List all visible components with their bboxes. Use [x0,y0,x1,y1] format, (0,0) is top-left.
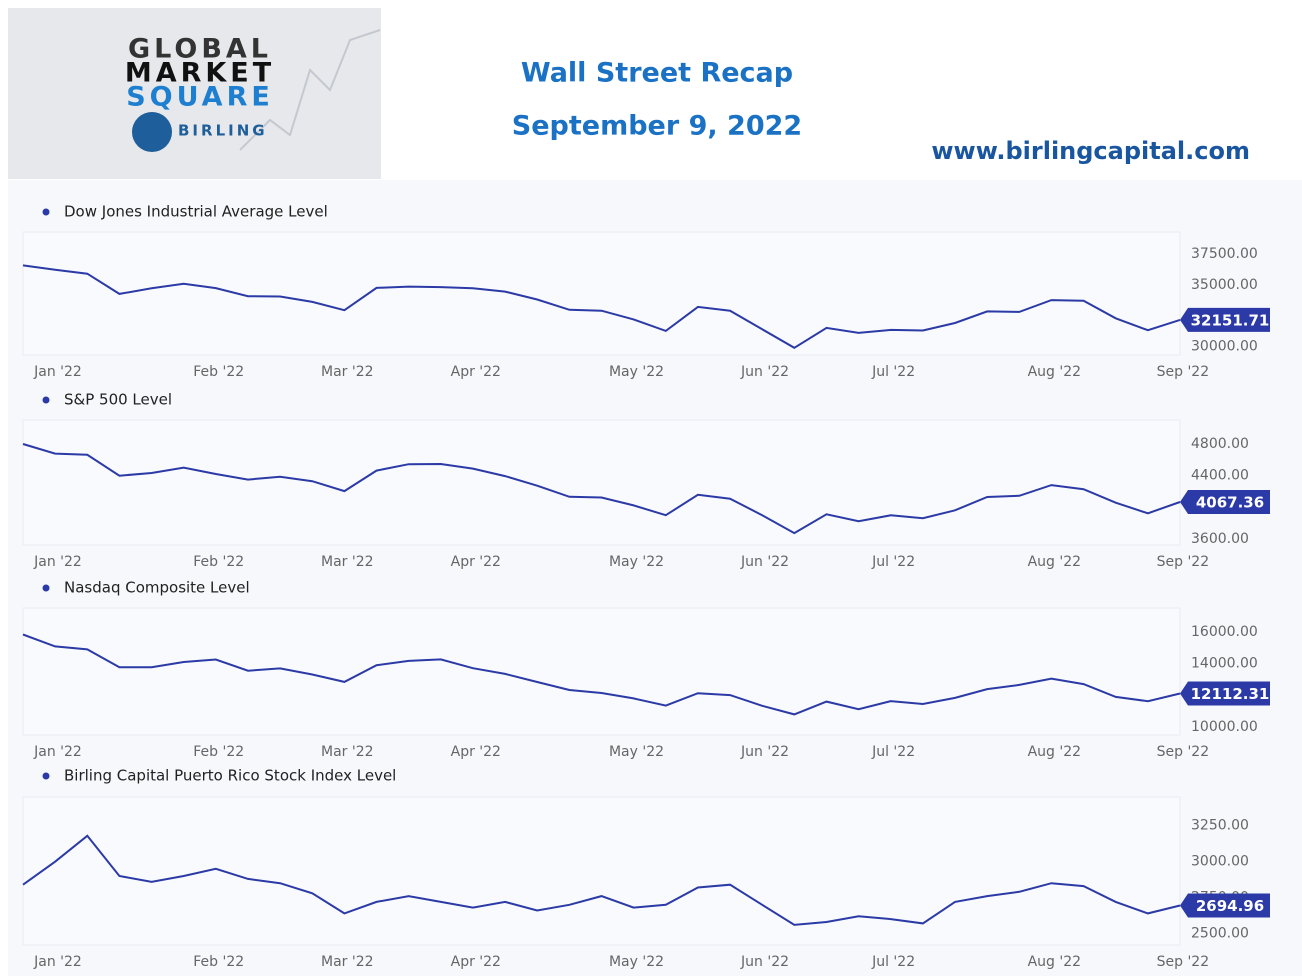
plot-area [23,608,1180,735]
y-tick-label: 4400.00 [1191,468,1249,484]
legend-marker [43,773,50,780]
x-tick-label: May '22 [609,364,664,380]
y-tick-label: 2500.00 [1191,926,1249,942]
x-tick-label: Jan '22 [33,954,82,970]
logo-line: SQUARE [126,82,274,113]
value-label: 12112.31 [1191,685,1270,703]
y-tick-label: 14000.00 [1191,656,1258,672]
x-tick-label: Jul '22 [871,554,915,570]
x-tick-label: Mar '22 [321,364,374,380]
x-tick-label: Feb '22 [193,744,244,760]
x-tick-label: Apr '22 [451,744,501,760]
x-tick-label: Sep '22 [1157,954,1210,970]
value-label: 32151.71 [1191,311,1270,329]
x-tick-label: Jun '22 [740,744,789,760]
plot-area [23,797,1180,945]
x-tick-label: Sep '22 [1157,554,1210,570]
logo-brand: BIRLING [178,122,268,140]
x-tick-label: Feb '22 [193,554,244,570]
plot-area [23,232,1180,355]
y-tick-label: 4800.00 [1191,436,1249,452]
x-tick-label: Mar '22 [321,554,374,570]
x-tick-label: Aug '22 [1028,744,1081,760]
url: www.birlingcapital.com [931,137,1250,165]
x-tick-label: May '22 [609,554,664,570]
legend-label: Nasdaq Composite Level [64,579,250,597]
x-tick-label: May '22 [609,744,664,760]
x-tick-label: Mar '22 [321,954,374,970]
plot-area [23,420,1180,545]
x-tick-label: Apr '22 [451,364,501,380]
x-tick-label: May '22 [609,954,664,970]
x-tick-label: Jun '22 [740,554,789,570]
title: Wall Street Recap [521,58,793,89]
x-tick-label: Jan '22 [33,554,82,570]
y-tick-label: 37500.00 [1191,246,1258,262]
y-tick-label: 10000.00 [1191,719,1258,735]
x-tick-label: Sep '22 [1157,364,1210,380]
legend-marker [43,209,50,216]
x-tick-label: Jan '22 [33,744,82,760]
y-tick-label: 16000.00 [1191,624,1258,640]
x-tick-label: Apr '22 [451,954,501,970]
legend-marker [43,585,50,592]
x-tick-label: Jun '22 [740,954,789,970]
y-tick-label: 35000.00 [1191,277,1258,293]
x-tick-label: Jan '22 [33,364,82,380]
legend-marker [43,397,50,404]
x-tick-label: Feb '22 [193,364,244,380]
y-tick-label: 30000.00 [1191,338,1258,354]
date: September 9, 2022 [512,111,802,142]
x-tick-label: Aug '22 [1028,554,1081,570]
x-tick-label: Feb '22 [193,954,244,970]
logo-icon [132,112,172,152]
y-tick-label: 3000.00 [1191,854,1249,870]
x-tick-label: Jul '22 [871,744,915,760]
legend-label: Dow Jones Industrial Average Level [64,203,328,221]
x-tick-label: Aug '22 [1028,364,1081,380]
x-tick-label: Jul '22 [871,364,915,380]
y-tick-label: 3600.00 [1191,531,1249,547]
page: GLOBAL MARKET SQUARE BIRLING Wall Street… [0,0,1302,976]
x-tick-label: Sep '22 [1157,744,1210,760]
x-tick-label: Aug '22 [1028,954,1081,970]
legend-label: S&P 500 Level [64,391,172,409]
x-tick-label: Jun '22 [740,364,789,380]
value-label: 2694.96 [1196,897,1264,915]
y-tick-label: 3250.00 [1191,818,1249,834]
legend-label: Birling Capital Puerto Rico Stock Index … [64,767,396,785]
x-tick-label: Jul '22 [871,954,915,970]
x-tick-label: Apr '22 [451,554,501,570]
value-label: 4067.36 [1196,493,1264,511]
x-tick-label: Mar '22 [321,744,374,760]
